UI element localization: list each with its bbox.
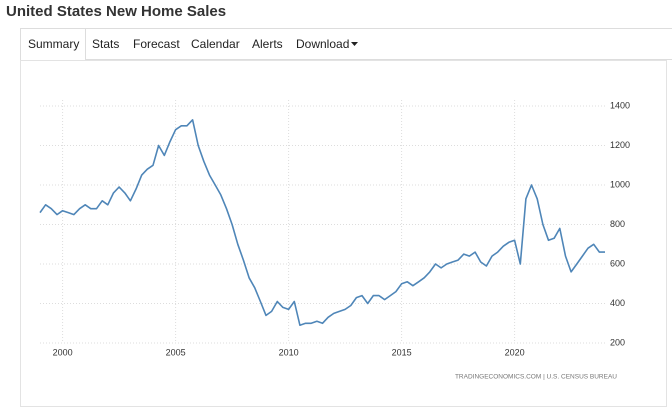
tab[interactable]: Calendar: [191, 37, 240, 51]
y-tick-label: 600: [610, 258, 625, 268]
tab[interactable]: Download: [296, 37, 350, 51]
x-tick-label: 2005: [166, 347, 186, 357]
tab[interactable]: Alerts: [252, 37, 283, 51]
tab-label[interactable]: Summary: [28, 37, 80, 51]
dropdown-caret: [351, 42, 358, 46]
tab[interactable]: Forecast: [133, 37, 180, 51]
x-tick-label: 2010: [279, 347, 299, 357]
tab[interactable]: Stats: [92, 37, 120, 51]
y-tick-label: 800: [610, 219, 625, 229]
y-tick-label: 1000: [610, 179, 630, 189]
y-tick-label: 200: [610, 337, 625, 347]
series-line: [39, 119, 605, 326]
y-tick-label: 1400: [610, 100, 630, 110]
x-tick-label: 2020: [505, 347, 525, 357]
page-title: United States New Home Sales: [6, 3, 227, 20]
x-tick-label: 2000: [53, 347, 73, 357]
y-tick-label: 400: [610, 298, 625, 308]
y-tick-label: 1200: [610, 140, 630, 150]
chart-panel: [20, 60, 667, 407]
source: TRADINGECONOMICS.COM | U.S. CENSUS BUREA…: [455, 374, 617, 381]
x-tick-label: 2015: [392, 347, 412, 357]
tab-bar: Summary Stats Forecast Calendar Alerts D…: [20, 28, 672, 61]
